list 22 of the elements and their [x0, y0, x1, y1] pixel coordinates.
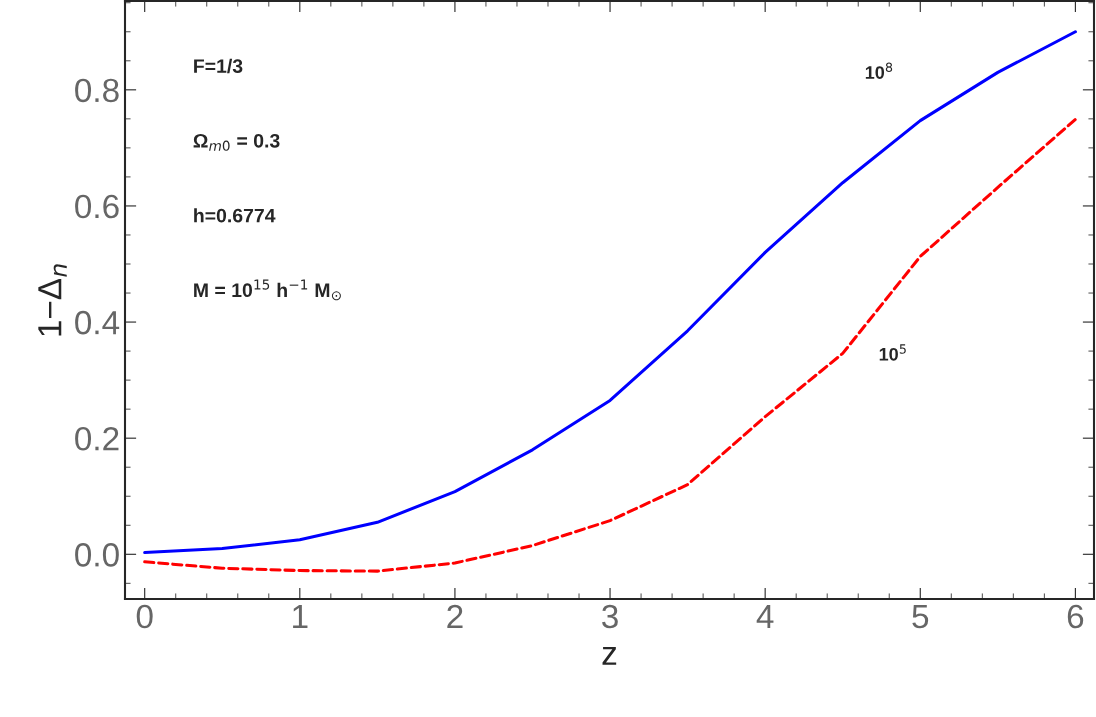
annotation: F=1/3: [194, 58, 243, 74]
annotation: Ω$_{m0}$ = 0.3: [193, 133, 280, 151]
x-tick-label: 1: [293, 605, 308, 629]
x-tick-label: 3: [602, 604, 618, 629]
y-tick-label: 0.4: [75, 310, 120, 335]
x-tick-label: 2: [447, 604, 463, 629]
x-tick-label: 6: [1067, 604, 1084, 629]
x-tick-label: 5: [912, 605, 929, 629]
y-tick-label: 0.8: [75, 78, 119, 103]
series-label: 10$^{5}$: [879, 344, 906, 361]
x-tick-label: 4: [756, 605, 774, 629]
y-tick-label: 0.0: [75, 543, 119, 567]
text: 10$^{8}$: [865, 62, 893, 79]
line-series: [143, 117, 1077, 573]
y-axis-title: 1−Δ$_{n}$: [38, 264, 67, 336]
y-tick-label: 0.2: [75, 426, 119, 451]
x-tick-label: 0: [136, 604, 153, 629]
annotation: h=0.6774: [194, 208, 276, 223]
x-axis-title: z: [602, 647, 617, 665]
annotation: M = 10$^{15}$ h$^{−1}$ M$_{⊙}$: [194, 279, 341, 301]
y-tick-label: 0.6: [75, 194, 119, 219]
line-series: [143, 30, 1077, 555]
